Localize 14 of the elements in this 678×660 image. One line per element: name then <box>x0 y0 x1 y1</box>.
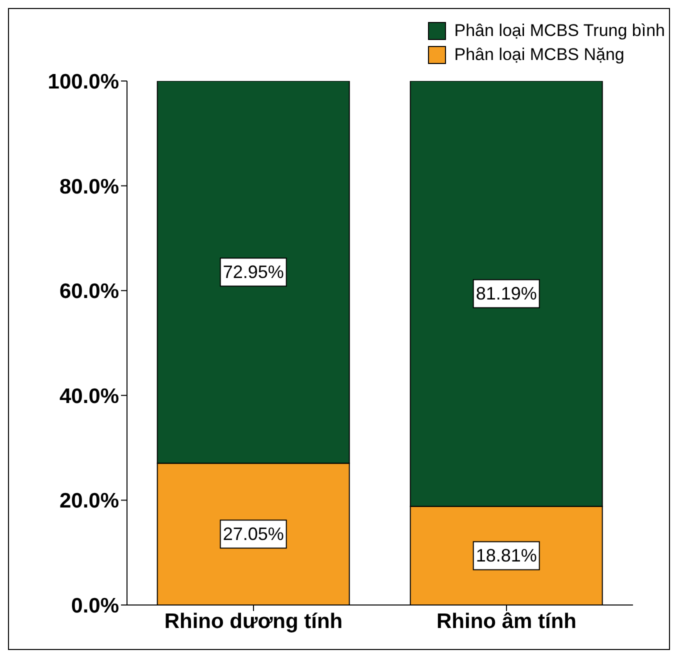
y-tick-label: 40.0% <box>59 384 120 408</box>
legend-label: Phân loại MCBS Nặng <box>454 45 624 65</box>
y-tick-label: 20.0% <box>59 490 120 513</box>
data-label: 72.95% <box>222 262 284 282</box>
y-tick-label: 80.0% <box>59 175 120 198</box>
legend-label: Phân loại MCBS Trung bình <box>454 21 665 41</box>
x-tick-label: Rhino âm tính <box>436 610 576 633</box>
data-label: 27.05% <box>222 524 284 544</box>
y-tick-label: 60.0% <box>59 280 120 304</box>
y-tick-label: 100.0% <box>48 70 120 94</box>
x-tick-label: Rhino dương tính <box>164 610 343 633</box>
data-label: 18.81% <box>476 546 537 566</box>
data-label: 81.19% <box>476 284 537 304</box>
y-tick-label: 0.0% <box>71 594 120 618</box>
